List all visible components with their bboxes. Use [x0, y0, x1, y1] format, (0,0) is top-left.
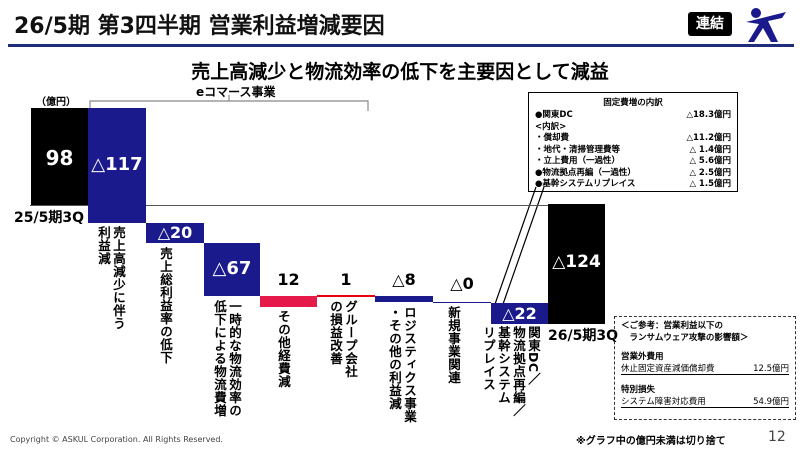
- fixed-cost-label: <内訳>: [535, 121, 567, 132]
- bar-end: △124: [548, 204, 605, 324]
- fixed-cost-row: <内訳>: [535, 122, 731, 134]
- reference-row-special: システム障害対応費用 54.9億円: [621, 397, 789, 408]
- page-number: 12: [768, 429, 786, 445]
- reference-title: ＜ご参考：営業利益以下の ランサムウェア攻撃の影響額＞: [621, 321, 749, 343]
- bar-logistics-segment-value: △8: [392, 270, 416, 289]
- fixed-cost-row: ●基幹システムリプレイス △ 1.5億円: [535, 179, 731, 191]
- fixed-cost-label: ・地代・清掃管理費等: [535, 144, 621, 155]
- consolidated-badge: 連結: [688, 12, 732, 36]
- askul-logo: [742, 4, 790, 44]
- fixed-costs-box: 固定費増の内訳 ●関東DC △18.3億円 <内訳> ・償却費 △11.2億円・地代・清…: [528, 92, 738, 192]
- fixed-cost-row: ・地代・清掃管理費等 △ 1.4億円: [535, 145, 731, 157]
- bar-fixed-costs: △22: [491, 303, 548, 324]
- segment-bracket: [89, 95, 369, 111]
- category-label-other-expenses: その他経費減: [276, 310, 291, 388]
- fixed-costs-pointer: [493, 186, 545, 308]
- fixed-costs-title: 固定費増の内訳: [603, 98, 663, 108]
- end-period-label: 26/5期3Q: [548, 328, 618, 344]
- fixed-cost-label: ●関東DC: [535, 110, 573, 120]
- category-label-fixed-costs: 関東DC／ 物流拠点再編／ 基幹システム リプレイス: [481, 326, 541, 417]
- category-label-new-business: 新規事業関連: [446, 306, 461, 384]
- category-label-sales: 売上高減少に伴う 利益減: [96, 226, 126, 330]
- bar-group-companies: [317, 295, 375, 297]
- fixed-cost-row: ・償却費 △11.2億円: [535, 133, 731, 145]
- bar-group-companies-value: 1: [340, 270, 352, 289]
- category-label-group-companies: グループ会社 の損益改善: [328, 300, 358, 378]
- fixed-cost-value: △ 1.4億円: [689, 144, 731, 155]
- rounding-note: ※グラフ中の億円未満は切り捨て: [576, 436, 726, 447]
- bar-other-expenses: [260, 296, 317, 307]
- bar-logistics-cost: △67: [204, 243, 260, 296]
- fixed-cost-label: ●基幹システムリプレイス: [535, 179, 636, 189]
- fixed-cost-value: △18.3億円: [686, 110, 731, 120]
- category-label-gross-margin: 売上総利益率の低下: [158, 247, 173, 364]
- bar-other-expenses-value: 12: [277, 270, 300, 289]
- fixed-cost-label: ●物流拠点再編（一過性）: [535, 167, 636, 178]
- reference-heading-nonop: 営業外費用: [621, 352, 664, 362]
- fixed-cost-row: ●関東DC △18.3億円: [535, 110, 731, 122]
- bar-gross-margin: △20: [146, 223, 204, 243]
- category-label-logistics-segment: ロジスティクス事業 ・その他の利益減: [387, 306, 417, 423]
- fixed-cost-row: ・立上費用（一過性） △ 5.6億円: [535, 156, 731, 168]
- page-title: 26/5期 第3四半期 営業利益増減要因: [14, 14, 385, 39]
- bar-sales-decrease: △117: [88, 108, 146, 223]
- fixed-cost-label: ・立上費用（一過性）: [535, 156, 621, 166]
- fixed-cost-value: △11.2億円: [686, 133, 731, 143]
- connector-line: [30, 205, 548, 206]
- bar-new-business-value: △0: [450, 274, 474, 293]
- category-label-logistics-cost: 一時的な物流効率の 低下による物流費増: [212, 300, 242, 417]
- reference-row-nonop: 休止固定資産減価償却費 12.5億円: [621, 364, 789, 375]
- bar-start: 98: [31, 108, 88, 205]
- subtitle: 売上高減少と物流効率の低下を主要因として減益: [191, 61, 609, 83]
- fixed-cost-value: △ 2.5億円: [689, 167, 731, 178]
- start-period-label: 25/5期3Q: [14, 210, 84, 226]
- fixed-cost-label: ・償却費: [535, 133, 570, 143]
- unit-label: （億円）: [36, 97, 76, 108]
- copyright: Copyright © ASKUL Corporation. All Right…: [10, 435, 223, 444]
- reference-box: ＜ご参考：営業利益以下の ランサムウェア攻撃の影響額＞ 営業外費用 休止固定資産…: [614, 316, 796, 420]
- fixed-cost-row: ●物流拠点再編（一過性） △ 2.5億円: [535, 168, 731, 180]
- reference-heading-special: 特別損失: [621, 385, 656, 395]
- segment-bracket-label: eコマース事業: [196, 85, 276, 99]
- bar-new-business: [433, 302, 491, 303]
- fixed-cost-value: △ 1.5億円: [689, 179, 731, 189]
- bar-logistics-segment: [375, 296, 433, 302]
- fixed-cost-value: △ 5.6億円: [689, 156, 731, 166]
- header-line: [8, 44, 794, 47]
